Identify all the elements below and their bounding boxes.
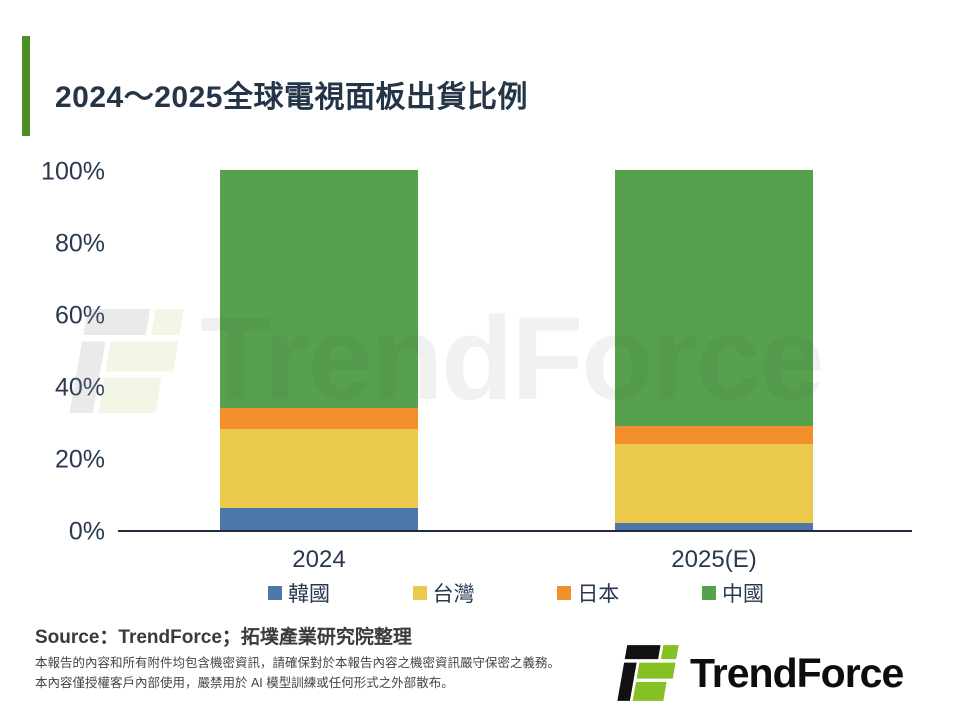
source-line: Source：TrendForce；拓墣產業研究院整理 — [35, 627, 412, 648]
disclaimer-line-1: 本報告的內容和所有附件均包含機密資訊，請確保對於本報告內容之機密資訊嚴守保密之義… — [35, 656, 561, 670]
disclaimer: 本報告的內容和所有附件均包含機密資訊，請確保對於本報告內容之機密資訊嚴守保密之義… — [35, 653, 560, 693]
title-accent-bar — [22, 36, 30, 136]
legend-label-韓國: 韓國 — [288, 583, 330, 606]
x-label-2025(E): 2025(E) — [671, 546, 757, 573]
plot-area — [118, 170, 912, 532]
stacked-bar-2024 — [220, 170, 418, 530]
bar-segment-日本-2025(E) — [615, 425, 813, 444]
legend-item-日本: 日本 — [557, 578, 619, 608]
stacked-bar-2025(E) — [615, 170, 813, 530]
trendforce-logo-text: TrendForce — [690, 649, 904, 696]
legend-swatch-中國 — [701, 586, 716, 600]
trendforce-logo: TrendForce — [610, 641, 904, 705]
bar-segment-日本-2024 — [220, 407, 418, 430]
bar-segment-台灣-2024 — [220, 429, 418, 509]
bar-segment-韓國-2024 — [220, 508, 418, 530]
bar-segment-中國-2024 — [220, 170, 418, 408]
disclaimer-line-2: 本內容僅授權客戶內部使用，嚴禁用於 AI 模型訓練或任何形式之外部散布。 — [35, 676, 454, 690]
bar-segment-台灣-2025(E) — [615, 443, 813, 523]
y-axis: 0% 20% 40% 60% 80% 100% — [30, 158, 105, 546]
y-tick-100%: 100% — [41, 157, 105, 186]
legend-swatch-日本 — [557, 586, 572, 600]
bar-segment-中國-2025(E) — [615, 170, 813, 426]
page-title: 2024～2025全球電視面板出貨比例 — [55, 81, 528, 114]
y-tick-20%: 20% — [54, 445, 105, 474]
trendforce-logo-icon — [617, 645, 679, 701]
chart-legend: 韓國 台灣 日本 中國 — [268, 578, 764, 608]
legend-item-韓國: 韓國 — [268, 578, 330, 608]
legend-label-中國: 中國 — [721, 583, 764, 606]
legend-item-台灣: 台灣 — [412, 578, 475, 608]
y-tick-60%: 60% — [54, 301, 105, 330]
legend-label-台灣: 台灣 — [432, 583, 475, 606]
bar-segment-韓國-2025(E) — [615, 522, 813, 530]
y-tick-0%: 0% — [68, 517, 105, 546]
y-tick-40%: 40% — [54, 373, 105, 402]
legend-swatch-韓國 — [268, 586, 282, 600]
legend-label-日本: 日本 — [577, 583, 620, 606]
legend-item-中國: 中國 — [701, 578, 764, 608]
x-label-2024: 2024 — [292, 546, 346, 573]
legend-swatch-台灣 — [412, 586, 427, 600]
y-tick-80%: 80% — [54, 229, 105, 258]
x-axis: 2024 2025(E) — [118, 546, 912, 574]
